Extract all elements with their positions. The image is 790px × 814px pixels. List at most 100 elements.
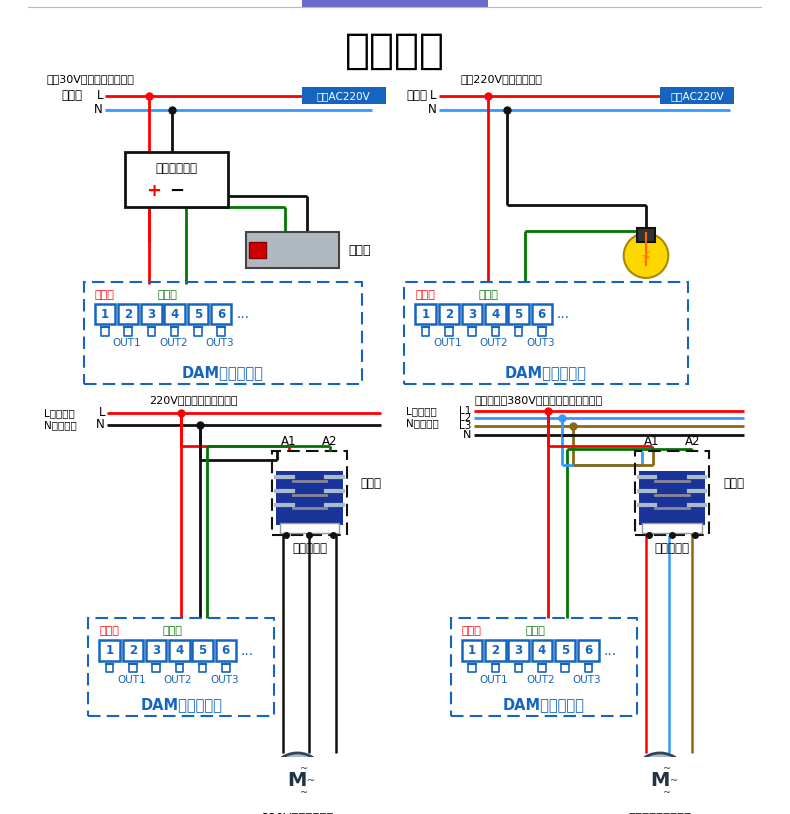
Text: 5: 5 [514,308,523,321]
Text: ...: ... [604,644,616,658]
Bar [462,304,483,325]
Bar [462,641,483,661]
Bar [637,228,655,242]
Bar [246,232,339,268]
Text: 公共端: 公共端 [100,626,119,637]
Text: 被控设备电源: 被控设备电源 [156,162,198,175]
Text: OUT1: OUT1 [433,338,462,348]
Text: N: N [94,103,103,116]
Text: DAM数采控制器: DAM数采控制器 [505,365,587,380]
Bar [404,282,688,384]
Text: OUT2: OUT2 [480,338,508,348]
Bar [280,523,339,532]
Text: 交流接触器: 交流接触器 [655,542,690,555]
Text: 3: 3 [468,308,476,321]
Bar [302,0,488,7]
Text: ~: ~ [300,764,308,774]
Bar [216,641,236,661]
Text: 3: 3 [148,308,156,321]
Text: 交流220V设备接线方法: 交流220V设备接线方法 [460,74,542,84]
Text: 2: 2 [129,644,137,657]
Bar [578,641,599,661]
Text: ~: ~ [307,776,315,786]
Text: N: N [96,418,105,431]
Text: 4: 4 [175,644,183,657]
Text: 220V接交流接触器接线图: 220V接交流接触器接线图 [149,395,237,405]
Bar [169,641,190,661]
Text: 主触点: 主触点 [360,477,382,490]
Text: ~: ~ [670,776,678,786]
Text: +: + [146,182,161,199]
Text: 常开端: 常开端 [479,290,498,300]
Text: L1: L1 [459,406,471,416]
Text: A1: A1 [644,435,660,448]
Bar [509,304,529,325]
Text: OUT3: OUT3 [210,675,239,685]
Bar [273,451,347,535]
Bar [438,304,459,325]
Bar [555,641,575,661]
Bar [122,641,143,661]
Bar [635,451,709,535]
Bar [485,304,506,325]
Bar [192,641,213,661]
Text: ~: ~ [663,764,671,774]
Text: L: L [99,406,105,419]
Text: ⚡: ⚡ [640,249,653,268]
Bar [164,304,185,325]
Text: 5: 5 [561,644,570,657]
Text: 带零线交流380V接电机、泵等设备接线: 带零线交流380V接电机、泵等设备接线 [474,395,602,405]
Text: 直流30V以下设备接线方法: 直流30V以下设备接线方法 [47,74,134,84]
Text: 电源端: 电源端 [407,90,427,103]
Circle shape [269,753,325,809]
Bar [485,641,506,661]
Text: M: M [650,772,670,790]
Bar [188,304,208,325]
Text: 公共端: 公共端 [95,290,115,300]
Bar [638,471,705,525]
Bar [660,87,734,104]
Text: 线圈AC220V: 线圈AC220V [670,90,724,101]
Text: ...: ... [236,307,249,322]
Text: L2: L2 [459,414,471,423]
Text: OUT3: OUT3 [526,338,555,348]
Bar [642,523,702,532]
Text: 交流接触器: 交流接触器 [292,542,327,555]
Text: N: N [463,430,471,440]
Bar [509,641,529,661]
Bar [211,304,231,325]
Text: OUT2: OUT2 [164,675,192,685]
Text: A2: A2 [322,435,337,448]
Text: 4: 4 [538,644,546,657]
Text: L3: L3 [459,421,471,431]
Text: 1: 1 [106,644,114,657]
Text: OUT1: OUT1 [480,675,508,685]
Bar [302,87,386,104]
Bar [126,151,228,208]
Text: 1: 1 [101,308,109,321]
Text: OUT1: OUT1 [112,338,141,348]
Text: 常开端: 常开端 [525,626,545,637]
Text: ...: ... [557,307,570,322]
Text: DAM数采控制器: DAM数采控制器 [182,365,264,380]
Circle shape [623,234,668,278]
Bar [416,304,436,325]
Text: 主触点: 主触点 [723,477,744,490]
Text: 6: 6 [538,308,546,321]
Text: OUT3: OUT3 [573,675,601,685]
Text: 电源端: 电源端 [61,90,82,103]
Text: 电机、泵等大型设备: 电机、泵等大型设备 [628,812,691,814]
Text: ~: ~ [663,788,671,798]
Text: L: L [431,90,437,103]
Text: 常开端: 常开端 [158,290,178,300]
Text: 1: 1 [422,308,430,321]
Text: 4: 4 [491,308,499,321]
Text: L代表火线: L代表火线 [43,408,74,418]
Bar [118,304,138,325]
Text: 6: 6 [585,644,592,657]
Text: N: N [428,103,437,116]
Text: N代表零线: N代表零线 [406,418,439,428]
Text: L代表火线: L代表火线 [406,406,437,416]
Text: A2: A2 [685,435,700,448]
Text: −: − [169,182,184,199]
